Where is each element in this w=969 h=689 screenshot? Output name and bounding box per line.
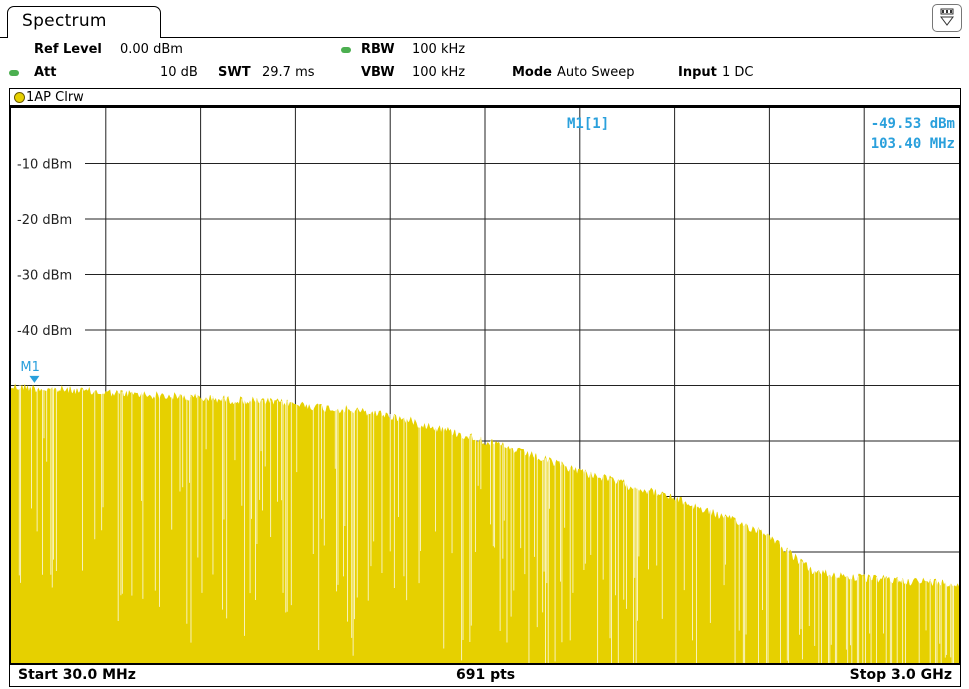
marker-readout-level: -49.53 dBm (871, 116, 955, 132)
input-label: Input (678, 65, 717, 80)
trace-label: 1AP Clrw (26, 90, 84, 105)
spectrum-tab[interactable]: Spectrum (7, 6, 161, 38)
mode-value: Auto Sweep (557, 65, 635, 80)
y-tick-label: -10 dBm (17, 158, 72, 173)
y-label-bg (11, 321, 85, 338)
trace-info-bar: 1AP Clrw (9, 88, 961, 106)
swt-label: SWT (218, 65, 251, 80)
vbw-value: 100 kHz (412, 65, 466, 80)
marker-label: M1 (20, 360, 40, 375)
rbw-value: 100 kHz (412, 42, 466, 57)
y-tick-label: -30 dBm (17, 269, 72, 284)
stop-frequency: Stop 3.0 GHz (849, 667, 952, 683)
ref-level-label: Ref Level (34, 42, 102, 57)
spectrum-plot[interactable]: -10 dBm -20 dBm -30 dBm -40 dBm M1 M1[1] -4… (9, 106, 961, 665)
y-tick-label: -40 dBm (17, 324, 72, 339)
input-value: 1 DC (722, 65, 754, 80)
y-label-bg (11, 154, 85, 172)
tab-divider-left (0, 37, 8, 38)
spectrum-diagram: -10 dBm -20 dBm -30 dBm -40 dBm M1 M1[1] -4… (11, 108, 959, 663)
marker-readout-frequency: 103.40 MHz (871, 136, 955, 152)
table-chevron-icon (940, 8, 954, 26)
att-label: Att (34, 65, 57, 80)
plot-footer: Start 30.0 MHz 691 pts Stop 3.0 GHz (9, 665, 961, 687)
swt-value: 29.7 ms (262, 65, 315, 80)
sweep-points: 691 pts (456, 667, 516, 683)
vbw-label: VBW (361, 65, 395, 80)
att-coupled-indicator (9, 70, 19, 76)
ref-level-value: 0.00 dBm (120, 42, 183, 57)
marker-triangle (29, 375, 40, 383)
y-label-bg (11, 210, 85, 227)
y-label-bg (11, 265, 85, 283)
tab-title: Spectrum (22, 11, 107, 31)
start-frequency: Start 30.0 MHz (18, 667, 136, 683)
rbw-label: RBW (361, 42, 395, 57)
trace-1 (11, 383, 959, 663)
marker-readout-label: M1[1] (567, 116, 609, 132)
marker-m1: M1 (20, 360, 40, 383)
y-axis-labels: -10 dBm -20 dBm -30 dBm -40 dBm (11, 154, 85, 339)
tab-divider (160, 37, 960, 38)
toolbar-toggle-button[interactable] (932, 4, 962, 32)
att-value: 10 dB (160, 65, 198, 80)
trace-fill (11, 383, 959, 663)
mode-label: Mode (512, 65, 552, 80)
y-tick-label: -20 dBm (17, 213, 72, 228)
trace-color-indicator (14, 92, 25, 103)
rbw-coupled-indicator (341, 47, 351, 53)
